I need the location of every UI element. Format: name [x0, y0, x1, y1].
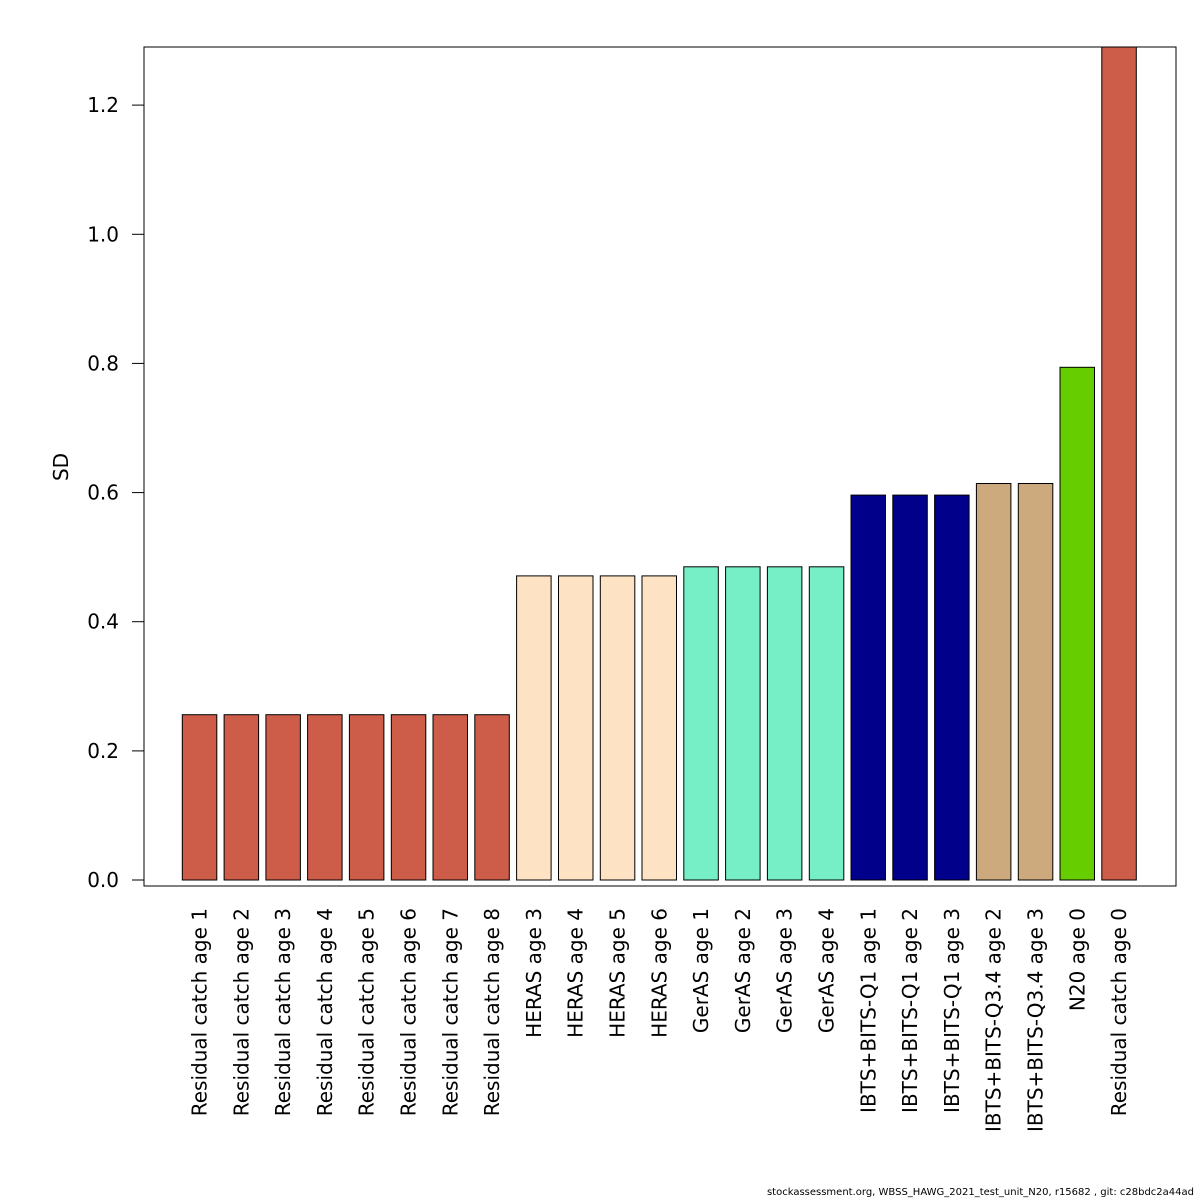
y-axis-label: SD	[49, 453, 73, 481]
x-tick-label-11: HERAS age 5	[606, 908, 630, 1038]
y-tick-label-1: 0.0	[87, 868, 119, 892]
x-tick-label-9: HERAS age 3	[522, 908, 546, 1038]
x-tick-label-22: N20 age 0	[1065, 908, 1089, 1011]
x-tick-label-7: Residual catch age 7	[438, 908, 462, 1116]
bar-9	[516, 575, 552, 881]
x-tick-label-19: IBTS+BITS-Q1 age 3	[940, 908, 964, 1113]
footer-credit: stockassessment.org, WBSS_HAWG_2021_test…	[766, 1187, 1194, 1198]
bar-10	[558, 575, 594, 881]
bar-20	[975, 483, 1012, 881]
x-axis-labels: Residual catch age 1 Residual catch age 2…	[188, 908, 1132, 1132]
bar-12	[641, 575, 677, 881]
bar-23	[1101, 46, 1137, 881]
bar-4	[307, 714, 343, 881]
bar-2	[223, 714, 260, 881]
x-tick-label-2: Residual catch age 2	[229, 908, 253, 1116]
x-tick-label-15: GerAS age 3	[773, 908, 797, 1033]
bar-19	[934, 494, 970, 881]
y-tick-label-7: 1.2	[87, 93, 119, 117]
bar-7	[432, 714, 468, 881]
x-tick-label-10: HERAS age 4	[564, 908, 588, 1038]
x-tick-label-1: Residual catch age 1	[188, 908, 212, 1116]
y-tick-label-4: 0.6	[87, 481, 119, 505]
x-tick-label-18: IBTS+BITS-Q1 age 2	[898, 908, 922, 1113]
bar-16	[808, 566, 845, 881]
bar-8	[474, 714, 510, 881]
x-tick-label-23: Residual catch age 0	[1107, 908, 1131, 1116]
x-tick-label-17: IBTS+BITS-Q1 age 1	[856, 908, 880, 1113]
bar-3	[265, 714, 301, 881]
x-tick-label-4: Residual catch age 4	[313, 908, 337, 1116]
bar-13	[683, 566, 719, 881]
y-tick-label-6: 1.0	[87, 222, 119, 246]
y-tick-label-3: 0.4	[87, 610, 119, 634]
x-tick-label-12: HERAS age 6	[647, 908, 671, 1038]
y-tick-label-5: 0.8	[87, 351, 119, 375]
y-tick-label-2: 0.2	[87, 739, 119, 763]
bar-22	[1059, 366, 1095, 881]
y-axis: 0.0 0.2 0.4 0.6 0.8 1.0 1.2	[87, 93, 145, 892]
x-tick-label-16: GerAS age 4	[815, 908, 839, 1033]
bar-15	[766, 566, 803, 881]
x-tick-label-21: IBTS+BITS-Q3.4 age 3	[1024, 908, 1048, 1132]
plot-frame	[143, 46, 1177, 887]
x-tick-label-3: Residual catch age 3	[271, 908, 295, 1116]
bar-17	[850, 494, 886, 881]
bar-11	[599, 575, 636, 881]
bar-18	[892, 494, 928, 881]
x-tick-label-20: IBTS+BITS-Q3.4 age 2	[982, 908, 1006, 1132]
bar-5	[348, 714, 385, 881]
bars-layer	[181, 46, 1137, 881]
x-tick-label-6: Residual catch age 6	[397, 908, 421, 1116]
bar-14	[725, 566, 761, 881]
x-tick-label-13: GerAS age 1	[689, 908, 713, 1033]
bar-1	[181, 714, 218, 881]
x-tick-label-5: Residual catch age 5	[355, 908, 379, 1116]
bar-21	[1017, 483, 1054, 881]
x-tick-label-8: Residual catch age 8	[480, 908, 504, 1116]
bar-6	[390, 714, 427, 881]
x-tick-label-14: GerAS age 2	[731, 908, 755, 1033]
